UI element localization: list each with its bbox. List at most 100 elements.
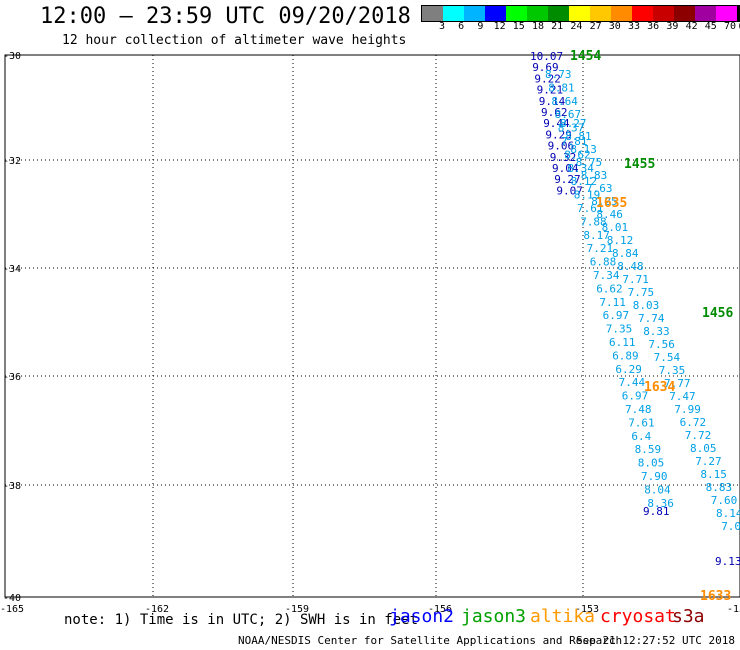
colorbar-swatch [506,6,527,21]
wave-height-value: 9.22 [534,72,561,85]
latitude-label: -40 [3,593,21,604]
wave-height-value: 7.61 [628,416,655,429]
colorbar-swatch [632,6,653,21]
pass-time-label: 1456 [702,306,733,321]
wave-height-value: 9.21 [537,84,564,97]
colorbar-label: 21 [551,21,564,32]
wave-height-value: 8.67 [555,108,582,121]
colorbar-swatch [590,6,611,21]
wave-height-value: 8.19 [574,189,601,202]
wave-height-value: 7.34 [593,269,620,282]
pass-time-label: 1633 [700,589,731,604]
colorbar-swatch [737,6,740,21]
colorbar-swatch [674,6,695,21]
chart-title: 12:00 – 23:59 UTC 09/20/2018 [40,4,411,29]
wave-height-value: 7.90 [641,470,668,483]
wave-height-value: 7.63 [586,182,613,195]
wave-height-value: 7.35 [606,323,633,336]
wave-height-value: 8.13 [570,143,597,156]
wave-height-value: 7.47 [669,390,696,403]
wave-height-value: 9.29 [545,128,572,141]
wave-height-value: 8.37 [558,122,585,135]
colorbar-swatch [464,6,485,21]
colorbar-swatch [569,6,590,21]
latitude-label: -32 [3,156,21,167]
wave-height-value: 7.99 [674,403,701,416]
legend-s3a: s3a [672,606,705,627]
wave-height-value: 8.34 [567,162,594,175]
wave-height-value: 7.48 [625,403,652,416]
wave-height-value: 8.46 [596,208,623,221]
wave-height-value: 8.59 [635,443,662,456]
longitude-label: -159 [285,604,309,615]
wave-height-value: 6.4 [631,430,651,443]
colorbar-label: 6 [458,21,465,32]
colorbar-label: 27 [589,21,602,32]
wave-height-value: 6.62 [596,282,623,295]
colorbar-swatch [527,6,548,21]
longitude-label: -153 [575,604,599,615]
colorbar-label: (ft) [737,21,740,32]
colorbar-label: 9 [477,21,484,32]
wave-height-value: 8.83 [706,481,733,494]
wave-height-value: 8.33 [643,325,670,338]
wave-height-value: 8.73 [545,68,572,81]
wave-height-value: 6.89 [612,349,639,362]
wave-height-value: 8.36 [647,497,674,510]
wave-height-value: 9.04 [552,162,579,175]
wave-height-value: 6.97 [622,390,649,403]
colorbar-label: 70 [723,21,737,32]
wave-height-value: 7.71 [622,273,649,286]
wave-height-colorbar [421,5,740,22]
wave-height-value: 8.15 [700,468,727,481]
wave-height-value: 7.27 [695,455,722,468]
colorbar-label: 15 [512,21,525,32]
footer-note: note: 1) Time is in UTC; 2) SWH is in fe… [64,612,419,628]
latitude-label: -36 [3,372,21,383]
wave-height-value: 7.54 [654,351,681,364]
wave-height-value: 7.61 [577,202,604,215]
colorbar-swatch [653,6,674,21]
colorbar-label: 33 [627,21,641,32]
wave-height-value: 7.74 [638,312,665,325]
pass-time-label: 1455 [624,157,655,172]
timestamp: Sep 21 12:27:52 UTC 2018 [576,634,735,647]
colorbar-label: 24 [570,21,583,32]
latitude-label: -30 [3,51,21,62]
wave-height-value: 8.17 [583,229,610,242]
colorbar-swatch [611,6,632,21]
wave-height-value: 6.11 [609,336,636,349]
wave-height-value: 8.75 [576,156,603,169]
wave-height-value: 6.97 [603,309,630,322]
wave-height-value: 8.14 [716,507,740,520]
wave-height-value: 7.11 [599,296,626,309]
wave-height-value: 8.84 [612,247,639,260]
colorbar-label: 36 [647,21,660,32]
pass-time-label: 1634 [644,380,675,395]
wave-height-value: 9.81 [643,505,670,518]
colorbar-label: 12 [493,21,506,32]
pass-time-label: 1454 [570,49,601,64]
wave-height-value: 8.05 [638,457,665,470]
longitude-label: -165 [0,604,24,615]
wave-height-value: 9.62 [541,106,568,119]
colorbar-label: 18 [531,21,545,32]
wave-height-value: 8.27 [560,117,587,130]
wave-height-value: 8.12 [607,234,634,247]
wave-height-value: 10.07 [530,50,563,63]
longitude-label: -162 [145,604,169,615]
chart-subtitle: 12 hour collection of altimeter wave hei… [62,33,407,48]
wave-height-value: 7.88 [580,215,607,228]
longitude-label: -150 [727,604,740,615]
wave-height-value: 7.60 [711,494,738,507]
credit-text: NOAA/NESDIS Center for Satellite Applica… [238,634,623,647]
wave-height-value: 9.27 [554,173,581,186]
wave-height-value: 7.77 [664,377,691,390]
wave-height-value: 8.04 [644,483,671,496]
wave-height-value: 7.75 [628,286,655,299]
wave-height-value: 9.06 [548,140,575,153]
colorbar-label: 42 [685,21,698,32]
wave-height-value: 6.72 [680,416,707,429]
